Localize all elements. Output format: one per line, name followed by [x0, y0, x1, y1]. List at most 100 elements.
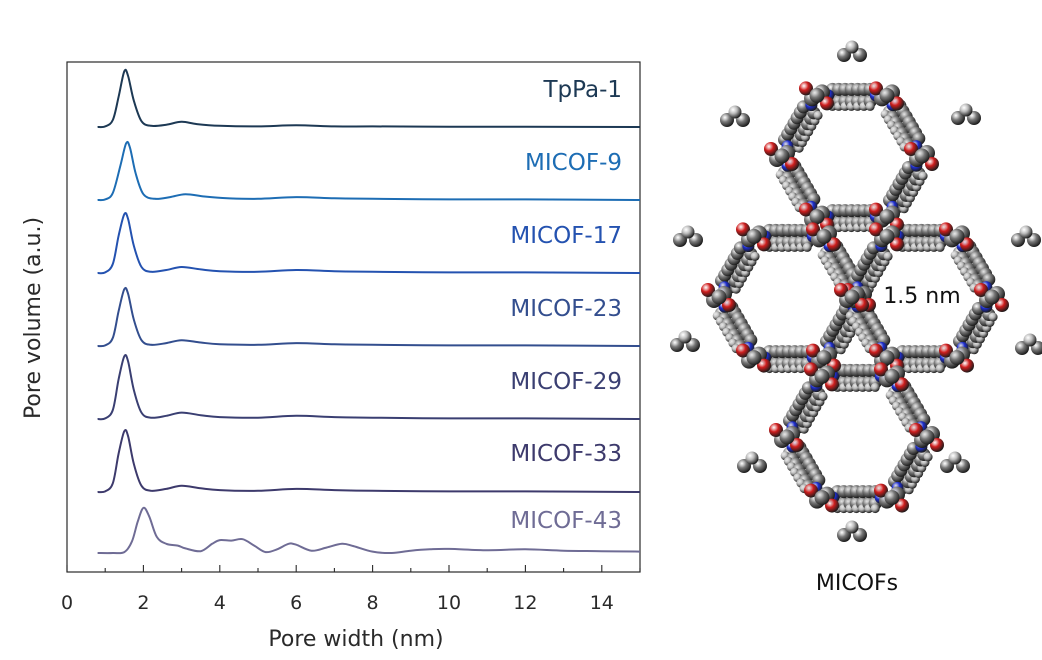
atom-sphere [879, 209, 895, 225]
atom-sphere [736, 343, 750, 358]
x-tick-label: 10 [437, 592, 461, 614]
series-line-micof-17 [97, 212, 641, 275]
atom-sphere [818, 391, 828, 401]
atom-sphere [935, 364, 945, 374]
pore-size-label: 1.5 nm [883, 284, 960, 309]
series-label: MICOF-17 [510, 223, 622, 249]
atom-sphere [701, 283, 715, 297]
atom-sphere [984, 289, 1000, 305]
atom-sphere [736, 222, 750, 237]
y-axis-title: Pore volume (a.u.) [21, 217, 46, 419]
atom-sphere [834, 283, 848, 297]
atom-sphere [919, 429, 935, 445]
atom-sphere [869, 343, 883, 358]
atom-sphere [879, 228, 895, 244]
atom-sphere [820, 96, 834, 111]
atom-sphere [865, 101, 875, 111]
atom-sphere [855, 298, 869, 312]
series-labels: TpPa-1 MICOF-9 MICOF-17 MICOF-23 MICOF-29 MIC… [510, 77, 622, 534]
atom-sphere [869, 222, 883, 237]
series-label: MICOF-23 [510, 296, 622, 322]
atom-sphere [722, 298, 736, 312]
atom-sphere [785, 157, 799, 171]
atom-sphere [806, 343, 820, 358]
x-tick-label: 8 [367, 592, 379, 614]
atom-sphere [711, 289, 727, 305]
atom-sphere [806, 222, 820, 237]
atom-sphere [914, 148, 930, 164]
atom-sphere [909, 423, 923, 437]
atom-sphere [757, 237, 771, 252]
plot-frame [66, 61, 641, 573]
atom-sphere [799, 202, 813, 217]
atom-sphere [904, 142, 918, 156]
atom-sphere [779, 429, 795, 445]
atom-sphere [895, 377, 909, 392]
series-label: MICOF-9 [525, 150, 622, 176]
atom-sphere [802, 242, 812, 252]
series-label: MICOF-43 [510, 508, 622, 534]
atom-sphere [764, 142, 778, 156]
atom-sphere [809, 209, 825, 225]
atom-sphere [746, 228, 762, 244]
atom-sphere [750, 251, 760, 261]
atom-sphere [790, 438, 804, 452]
micof-structure-illustration [670, 40, 1042, 542]
atom-sphere [960, 358, 974, 373]
atom-sphere [774, 148, 790, 164]
atom-sphere [825, 377, 839, 392]
atom-sphere [804, 362, 818, 377]
atom-sphere [746, 350, 762, 366]
series-line-micof-9 [97, 140, 641, 202]
atom-sphere [869, 202, 883, 217]
atom-sphere [918, 171, 928, 181]
atom-sphere [974, 283, 988, 297]
series-line-micof-29 [97, 354, 641, 421]
series-label: TpPa-1 [542, 77, 622, 103]
series-line-micof-33 [97, 428, 641, 494]
atom-sphere [960, 237, 974, 252]
atom-sphere [884, 490, 900, 506]
atom-sphere [814, 368, 830, 384]
atom-sphere [816, 350, 832, 366]
series-line-micof-23 [97, 286, 641, 348]
series-line-micof-43 [97, 506, 641, 555]
atom-sphere [1023, 333, 1037, 347]
atom-sphere [745, 451, 759, 465]
atom-sphere [869, 81, 883, 96]
atom-sphere [874, 362, 888, 377]
atom-sphere [949, 228, 965, 244]
series-line-tppa-1 [97, 68, 641, 129]
x-tick-label: 4 [214, 592, 226, 614]
x-tick-label: 14 [590, 592, 614, 614]
structure-caption: MICOFs [816, 571, 898, 596]
x-tick-label: 12 [513, 592, 537, 614]
series-label: MICOF-33 [510, 441, 622, 467]
atom-sphere [874, 483, 888, 498]
atom-sphere [925, 157, 939, 171]
x-axis-title: Pore width (nm) [268, 627, 443, 652]
x-tick-label: 2 [137, 592, 149, 614]
atom-sphere [870, 504, 880, 514]
atom-sphere [757, 358, 771, 373]
atom-sphere [681, 225, 695, 239]
atom-sphere [949, 350, 965, 366]
series-label: MICOF-29 [510, 369, 622, 395]
atom-sphere [890, 237, 904, 252]
atom-sphere [814, 490, 830, 506]
atom-sphere [870, 382, 880, 392]
atom-sphere [883, 251, 893, 261]
atom-sphere [804, 483, 818, 498]
atom-sphere [948, 451, 962, 465]
atom-sphere [728, 105, 742, 119]
atom-sphere [939, 222, 953, 237]
x-axis-ticks: 0 2 4 6 8 10 12 14 [61, 565, 641, 614]
atom-sphere [1019, 225, 1033, 239]
atom-sphere [825, 498, 839, 513]
pore-size-distribution-chart: TpPa-1 MICOF-9 MICOF-17 MICOF-23 MICOF-29 MIC… [21, 61, 641, 652]
atom-sphere [809, 87, 825, 103]
atom-sphere [895, 498, 909, 513]
x-tick-label: 6 [290, 592, 302, 614]
atom-sphere [923, 452, 933, 462]
atom-sphere [939, 343, 953, 358]
